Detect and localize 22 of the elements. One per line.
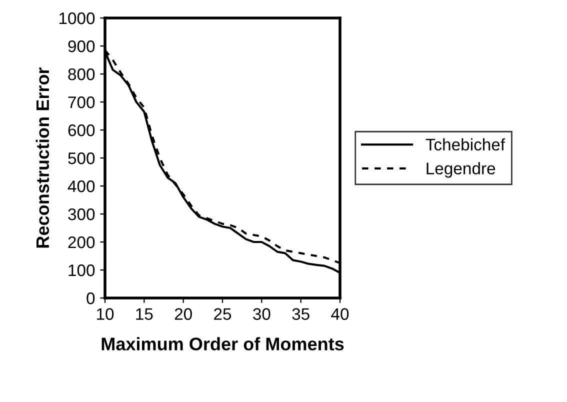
x-tick-label: 40 — [331, 308, 349, 320]
y-tick-label: 500 — [68, 152, 95, 164]
x-tick-label: 20 — [174, 308, 192, 320]
y-tick-label: 600 — [68, 124, 95, 136]
x-tick-label: 25 — [214, 308, 232, 320]
y-axis-title: Reconstruction Error — [36, 67, 50, 248]
y-tick-label: 900 — [68, 40, 95, 52]
y-tick-label: 0 — [86, 292, 95, 304]
legend-label: Legendre — [426, 162, 496, 178]
y-tick-label: 800 — [68, 68, 95, 80]
x-tick-label: 10 — [97, 308, 114, 320]
legend-label: Tchebichef — [426, 138, 506, 151]
x-tick-label: 15 — [136, 308, 153, 320]
x-axis-title: Maximum Order of Moments — [102, 337, 344, 350]
y-tick-label: 700 — [68, 96, 95, 108]
x-tick-label: 35 — [292, 308, 310, 320]
y-tick-label: 300 — [68, 208, 95, 220]
y-tick-label: 1000 — [59, 12, 95, 24]
y-tick-label: 200 — [68, 236, 95, 248]
x-tick-label: 30 — [253, 308, 270, 320]
y-tick-label: 400 — [68, 180, 95, 192]
y-tick-label: 100 — [68, 264, 95, 276]
